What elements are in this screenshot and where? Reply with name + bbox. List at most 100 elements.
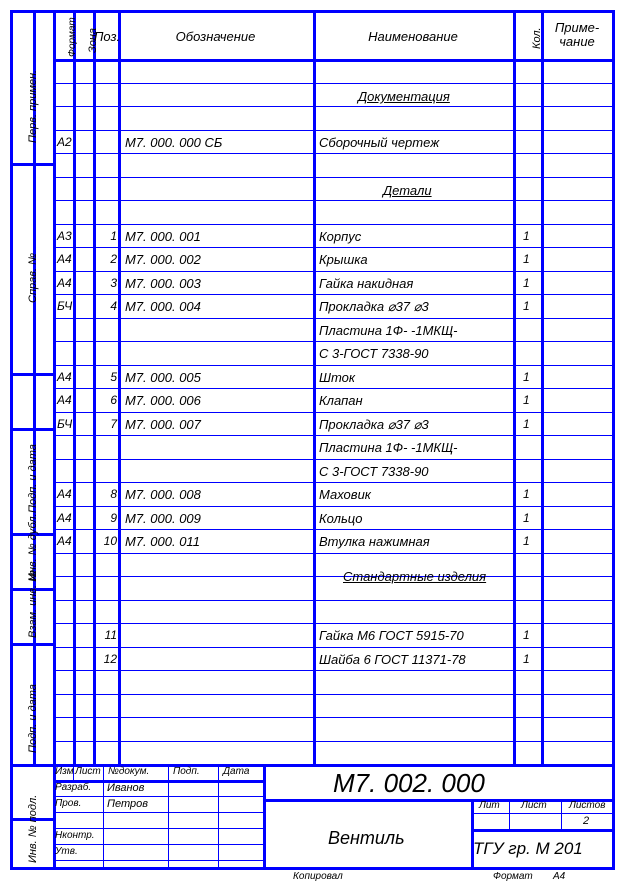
section-det: Детали	[383, 183, 432, 198]
cell-naim: Шток	[319, 370, 355, 385]
cell-fmt: А3	[57, 229, 72, 243]
cell-oboz: М7. 000. 000 СБ	[125, 135, 222, 150]
cell-fmt: А2	[57, 135, 72, 149]
cell-oboz: М7. 000. 009	[125, 511, 201, 526]
side-div-6	[13, 643, 53, 646]
row-line	[53, 365, 615, 366]
row-line	[53, 623, 615, 624]
row-line	[53, 670, 615, 671]
row-line	[53, 600, 615, 601]
cell-oboz: М7. 000. 003	[125, 276, 201, 291]
row-line	[53, 388, 615, 389]
side-inv-podl: Инв. № подл.	[27, 795, 39, 863]
cell-oboz: М7. 000. 002	[125, 252, 201, 267]
tb-v-main	[263, 764, 266, 870]
row-line	[53, 318, 615, 319]
tb-prov-v: Петров	[107, 798, 148, 810]
tb-right-v3	[561, 799, 562, 829]
row-line	[53, 412, 615, 413]
cell-kol: 1	[523, 534, 530, 548]
tb-right-h1	[263, 799, 615, 802]
side-perv: Перв. примен.	[27, 70, 39, 143]
cell-oboz: М7. 000. 011	[125, 534, 200, 549]
row-line	[53, 106, 615, 107]
tb-list: Лист	[75, 766, 101, 777]
row-line	[53, 647, 615, 648]
side-vzam: Взам. инв. №	[27, 570, 39, 638]
cell-naim: Корпус	[319, 229, 361, 244]
cell-fmt: БЧ	[57, 417, 72, 431]
row-line	[53, 717, 615, 718]
cell-oboz: М7. 000. 001	[125, 229, 201, 244]
row-line	[53, 271, 615, 272]
cell-naim: Втулка нажимная	[319, 534, 430, 549]
tb-listov-val: 2	[583, 815, 589, 827]
tb-nkontr: Нконтр.	[55, 830, 95, 841]
row-line	[53, 435, 615, 436]
cell-fmt: А4	[57, 276, 72, 290]
tb-org: ТГУ гр. М 201	[473, 839, 583, 859]
tb-ndoc: №докум.	[108, 766, 149, 777]
row-line	[53, 200, 615, 201]
cell-naim: С 3-ГОСТ 7338-90	[319, 464, 429, 479]
cell-oboz: М7. 000. 004	[125, 299, 201, 314]
cell-kol: 1	[523, 252, 530, 266]
row-line	[53, 694, 615, 695]
doc-name: Вентиль	[328, 828, 405, 849]
row-line	[53, 529, 615, 530]
row-line	[53, 153, 615, 154]
cell-poz: 9	[97, 511, 117, 525]
row-line	[53, 741, 615, 742]
doc-number: М7. 002. 000	[333, 768, 485, 799]
cell-poz: 5	[97, 370, 117, 384]
row-line	[53, 224, 615, 225]
tb-h-6	[53, 860, 263, 861]
tb-list2: Лист	[521, 800, 547, 811]
cell-poz: 3	[97, 276, 117, 290]
tb-right-v2	[509, 799, 510, 829]
footer-format-v: А4	[553, 871, 565, 882]
cell-fmt: А4	[57, 393, 72, 407]
cell-naim: Пластина 1Ф- -1МКЩ-	[319, 323, 457, 338]
cell-naim: Пластина 1Ф- -1МКЩ-	[319, 440, 457, 455]
cell-kol: 1	[523, 652, 530, 666]
cell-kol: 1	[523, 229, 530, 243]
tb-h-4	[53, 828, 263, 829]
footer-format: Формат	[493, 871, 533, 882]
cell-naim: Гайка накидная	[319, 276, 413, 291]
cell-poz: 8	[97, 487, 117, 501]
cell-fmt: БЧ	[57, 299, 72, 313]
cell-fmt: А4	[57, 370, 72, 384]
cell-naim: Крышка	[319, 252, 368, 267]
row-line	[53, 177, 615, 178]
cell-poz: 1	[97, 229, 117, 243]
header-bottom	[53, 59, 615, 62]
cell-fmt: А4	[57, 534, 72, 548]
cell-kol: 1	[523, 487, 530, 501]
row-line	[53, 294, 615, 295]
cell-naim: Гайка М6 ГОСТ 5915-70	[319, 628, 464, 643]
tb-izm: Изм	[55, 766, 74, 777]
tb-listov: Листов	[569, 800, 605, 811]
cell-kol: 1	[523, 393, 530, 407]
cell-fmt: А4	[57, 487, 72, 501]
row-line	[53, 83, 615, 84]
footer-kopiroval: Копировал	[293, 871, 343, 882]
tb-right-v1	[471, 799, 474, 870]
tb-data: Дата	[223, 766, 249, 777]
cell-poz: 6	[97, 393, 117, 407]
tb-right-h2	[471, 813, 615, 814]
side-div-1	[13, 163, 53, 166]
cell-naim: С 3-ГОСТ 7338-90	[319, 346, 429, 361]
section-dok: Документация	[358, 89, 450, 104]
cell-naim: Сборочный чертеж	[319, 135, 439, 150]
cell-fmt: А4	[57, 511, 72, 525]
cell-kol: 1	[523, 276, 530, 290]
hdr-format: Формат	[67, 17, 78, 57]
side-sprav: Справ. №	[27, 253, 39, 303]
cell-naim: Прокладка ⌀37 ⌀3	[319, 299, 429, 315]
cell-oboz: М7. 000. 008	[125, 487, 201, 502]
hdr-poz: Поз.	[94, 29, 118, 44]
hdr-naim: Наименование	[313, 29, 513, 44]
cell-naim: Прокладка ⌀37 ⌀3	[319, 417, 429, 433]
